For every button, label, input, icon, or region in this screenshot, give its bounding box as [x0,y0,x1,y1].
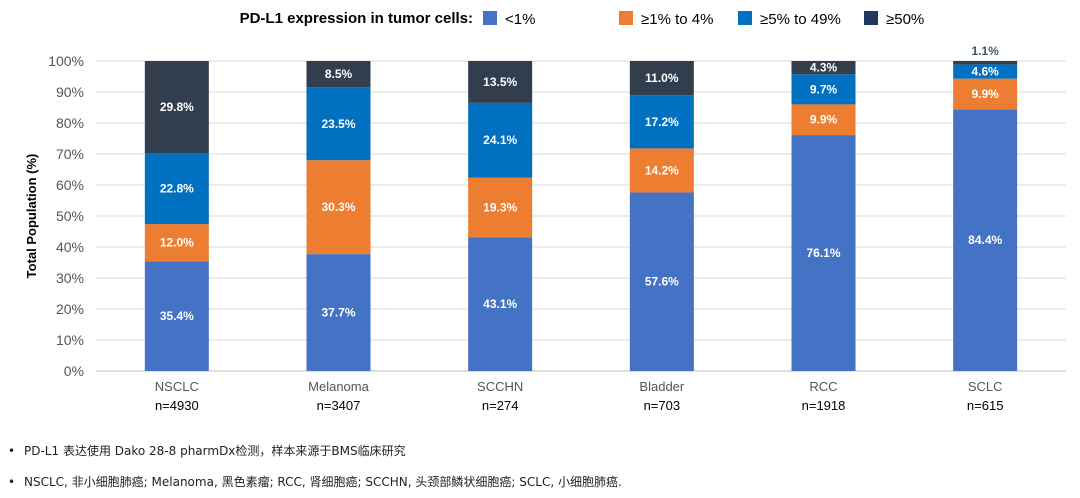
y-axis-ticks: 0% 10% 20% 30% 40% 50% 60% 70% 80% 90% 100% [48,53,84,379]
bar-segment [468,237,533,371]
data-label: 1.1% [971,44,999,58]
data-label: 35.4% [160,309,194,323]
bar-segment [144,224,209,262]
data-label: 19.3% [483,200,517,214]
y-tick-label: 60% [56,177,84,193]
x-category-label: Melanoma [308,379,369,394]
data-label: 4.3% [810,61,838,75]
legend-swatch [483,11,497,25]
data-label: 30.3% [321,200,355,214]
data-label: 9.7% [810,82,838,96]
footnote-bullet: • [8,475,16,489]
x-category-label: SCLC [968,379,1003,394]
grid [96,60,1066,372]
y-axis-title: Total Population (%) [24,154,39,279]
footnote-text: NSCLC, 非小细胞肺癌; Melanoma, 黑色素瘤; RCC, 肾细胞癌… [24,475,622,489]
legend-label: <1% [505,11,535,28]
y-tick-label: 90% [56,84,84,100]
x-count-label: n=274 [482,398,519,413]
bar-segment [306,160,371,255]
x-axis-labels: NSCLC n=4930 Melanoma n=3407 SCCHN n=274 Bladd… [155,379,1004,413]
bar-segment [791,74,856,105]
data-label: 9.9% [810,113,838,127]
data-label: 29.8% [160,100,194,114]
bar-segment [791,61,856,75]
x-count-label: n=4930 [155,398,199,413]
data-label: 4.6% [971,65,999,79]
bar-segment [629,95,694,149]
bar-segment [953,61,1018,65]
y-tick-label: 50% [56,208,84,224]
y-tick-label: 10% [56,332,84,348]
bar-segment [468,102,533,178]
bar-segment [953,64,1018,79]
data-label: 8.5% [325,67,353,81]
legend-label: ≥1% to 4% [641,11,713,28]
legend-title: PD-L1 expression in tumor cells: [240,10,473,27]
x-count-label: n=3407 [317,398,361,413]
x-count-label: n=703 [644,398,681,413]
footnote-text: PD-L1 表达使用 Dako 28-8 pharmDx检测，样本来源于BMS临… [24,444,406,458]
bar-segment [144,153,209,225]
legend-swatch [619,11,633,25]
data-label: 14.2% [645,163,679,177]
x-category-label: Bladder [639,379,684,394]
bar-segment [468,61,533,103]
y-tick-label: 20% [56,301,84,317]
legend-swatch [738,11,752,25]
y-tick-label: 100% [48,53,84,69]
data-label: 76.1% [806,246,840,260]
x-category-label: NSCLC [155,379,199,394]
bar-segment [144,261,209,371]
stacked-bar-chart: PD-L1 expression in tumor cells: <1% ≥1% t… [24,10,1066,413]
bars: 35.4% 12.0% 22.8% 29.8% 37.7% 30.3% 23.5% 8.5% 4… [144,44,1018,372]
bar-segment [306,87,371,161]
legend-swatch [864,11,878,25]
x-category-label: SCCHN [477,379,523,394]
y-tick-label: 30% [56,270,84,286]
data-label: 11.0% [645,71,679,85]
bar-segment [629,192,694,371]
x-count-label: n=1918 [802,398,846,413]
bar-segment [144,61,209,154]
data-label: 17.2% [645,115,679,129]
data-label: 13.5% [483,75,517,89]
bar-segment [953,109,1018,372]
footnote-2: • NSCLC, 非小细胞肺癌; Melanoma, 黑色素瘤; RCC, 肾细胞… [8,473,622,490]
footnote-1: • PD-L1 表达使用 Dako 28-8 pharmDx检测，样本来源于BMS… [8,442,406,459]
bar-segment [791,135,856,371]
bar-segment [306,254,371,371]
legend-label: ≥5% to 49% [760,11,841,28]
bar-segment [953,78,1018,110]
y-tick-label: 0% [64,363,84,379]
data-label: 84.4% [968,233,1002,247]
y-tick-label: 40% [56,239,84,255]
data-label: 43.1% [483,297,517,311]
data-label: 37.7% [321,306,355,320]
y-tick-label: 80% [56,115,84,131]
data-label: 23.5% [321,117,355,131]
data-label: 9.9% [971,87,999,101]
data-label: 12.0% [160,236,194,250]
footnote-bullet: • [8,444,16,458]
data-label: 24.1% [483,133,517,147]
legend-label: ≥50% [886,11,924,28]
x-count-label: n=615 [967,398,1004,413]
legend: PD-L1 expression in tumor cells: <1% ≥1% t… [240,10,925,28]
bar-segment [629,148,694,193]
x-category-label: RCC [809,379,837,394]
bar-segment [629,61,694,96]
bar-segment [791,104,856,136]
data-label: 22.8% [160,182,194,196]
bar-segment [468,177,533,238]
bar-segment [306,61,371,88]
data-label: 57.6% [645,275,679,289]
y-tick-label: 70% [56,146,84,162]
